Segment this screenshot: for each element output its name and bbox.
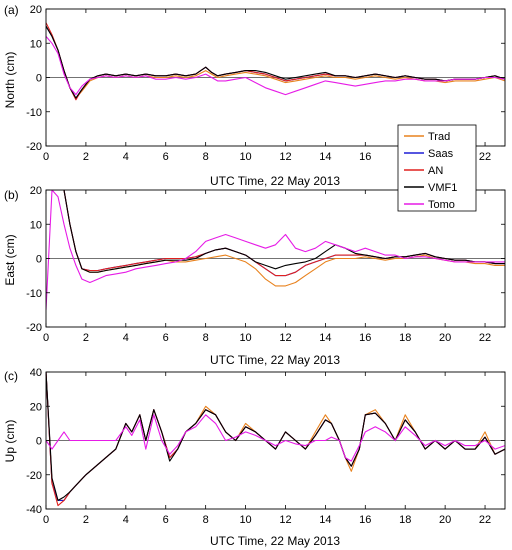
x-tick-label: 14 <box>319 151 331 163</box>
x-tick-label: 12 <box>279 151 291 163</box>
x-tick-label: 4 <box>123 151 129 163</box>
x-axis-label: UTC Time, 22 May 2013 <box>210 174 340 188</box>
panel-east: (b) East (cm) UTC Time, 22 May 2013 0 2 4 6… <box>3 185 506 367</box>
y-tick-label: -20 <box>26 141 42 153</box>
legend: Trad Saas AN VMF1 Tomo <box>397 124 477 212</box>
x-tick-label: 22 <box>479 332 491 344</box>
x-tick-label: 22 <box>479 514 491 526</box>
y-tick-label: 0 <box>36 436 42 448</box>
legend-label-an: AN <box>428 165 443 177</box>
y-tick-label: -20 <box>26 470 42 482</box>
x-tick-label: 8 <box>203 151 209 163</box>
y-tick-label: 0 <box>36 73 42 85</box>
panel-north: (a) North (cm) UTC Time, 22 May 2013 0 2 4… <box>3 3 506 188</box>
legend-label-saas: Saas <box>428 148 454 160</box>
x-axis-label: UTC Time, 22 May 2013 <box>210 534 340 548</box>
legend-label-vmf1: VMF1 <box>428 182 457 194</box>
y-tick-label: 20 <box>30 185 42 197</box>
x-tick-label: 0 <box>43 514 49 526</box>
y-tick-label: 20 <box>30 4 42 16</box>
y-tick-label: 20 <box>30 401 42 413</box>
x-tick-label: 22 <box>479 151 491 163</box>
x-tick-label: 6 <box>163 514 169 526</box>
panel-label: (c) <box>4 369 18 383</box>
series-line-vmf1 <box>46 25 505 99</box>
x-tick-label: 2 <box>83 514 89 526</box>
legend-label-trad: Trad <box>428 131 450 143</box>
x-tick-label: 6 <box>163 151 169 163</box>
x-tick-label: 20 <box>439 514 451 526</box>
y-tick-label: -10 <box>26 288 42 300</box>
x-tick-label: 18 <box>399 332 411 344</box>
x-tick-label: 16 <box>359 332 371 344</box>
y-tick-label: -10 <box>26 107 42 119</box>
legend-box <box>397 124 477 212</box>
panel-up: (c) Up (cm) UTC Time, 22 May 2013 0 2 4 6 8 1… <box>3 367 506 548</box>
y-tick-label: -20 <box>26 322 42 334</box>
x-axis-label: UTC Time, 22 May 2013 <box>210 353 340 367</box>
x-tick-label: 20 <box>439 332 451 344</box>
x-tick-label: 6 <box>163 332 169 344</box>
series-line-vmf1 <box>46 190 505 273</box>
y-tick-label: 40 <box>30 367 42 379</box>
x-tick-label: 14 <box>319 332 331 344</box>
x-tick-label: 4 <box>123 514 129 526</box>
x-tick-label: 12 <box>279 332 291 344</box>
y-tick-label: -40 <box>26 504 42 516</box>
x-tick-label: 16 <box>359 151 371 163</box>
series-line-tomo <box>46 190 505 310</box>
x-tick-label: 16 <box>359 514 371 526</box>
y-axis-label: North (cm) <box>3 52 17 109</box>
x-tick-label: 2 <box>83 332 89 344</box>
x-tick-label: 10 <box>239 514 251 526</box>
x-tick-label: 0 <box>43 332 49 344</box>
x-tick-label: 10 <box>239 151 251 163</box>
x-tick-label: 18 <box>399 514 411 526</box>
legend-label-tomo: Tomo <box>428 199 455 211</box>
x-tick-label: 2 <box>83 151 89 163</box>
x-tick-label: 12 <box>279 514 291 526</box>
panel-label: (b) <box>4 188 19 202</box>
x-tick-label: 8 <box>203 332 209 344</box>
y-tick-label: 10 <box>30 219 42 231</box>
panel-label: (a) <box>4 3 19 17</box>
series-line-tomo <box>46 414 505 462</box>
x-tick-label: 0 <box>43 151 49 163</box>
x-tick-label: 10 <box>239 332 251 344</box>
y-axis-label: Up (cm) <box>3 420 17 463</box>
y-tick-label: 0 <box>36 254 42 266</box>
y-axis-label: East (cm) <box>3 234 17 285</box>
x-tick-label: 4 <box>123 332 129 344</box>
y-tick-label: 10 <box>30 38 42 50</box>
x-tick-label: 14 <box>319 514 331 526</box>
series-line-tomo <box>46 36 505 96</box>
x-tick-label: 8 <box>203 514 209 526</box>
